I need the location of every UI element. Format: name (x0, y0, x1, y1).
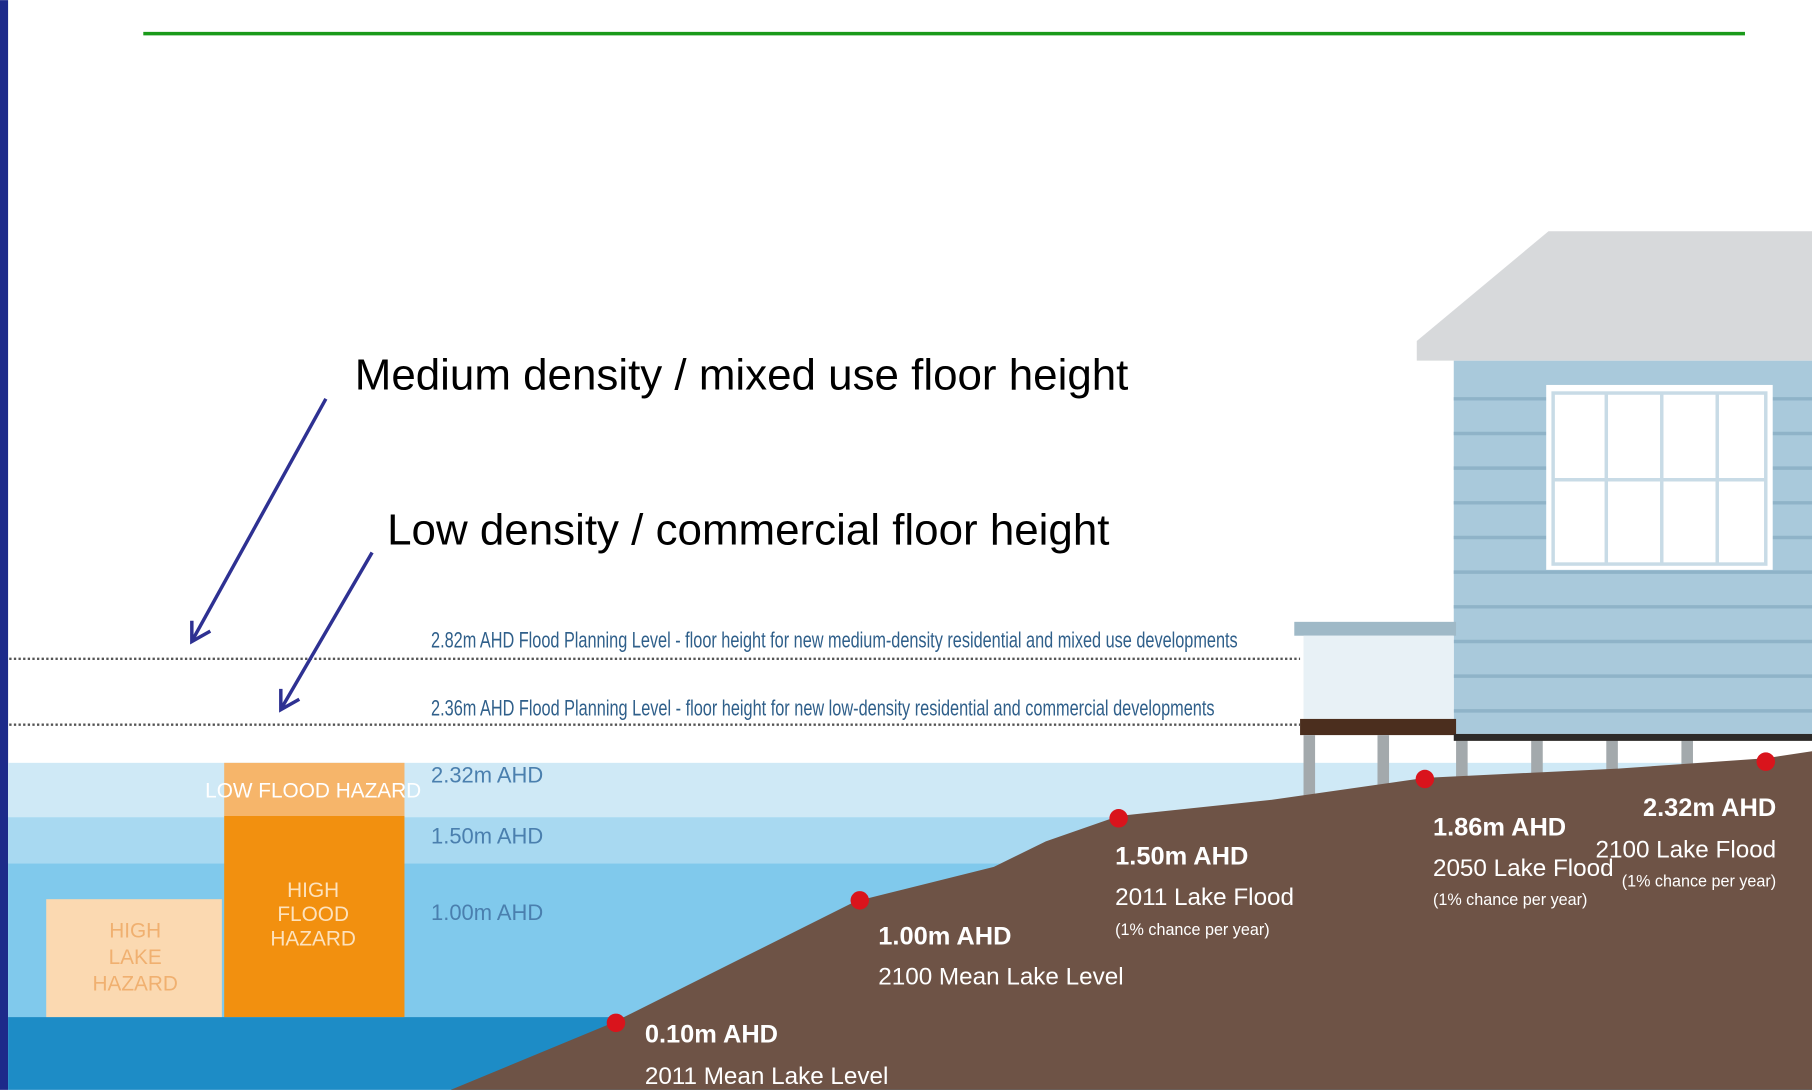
hazard-label: HAZARD (92, 972, 178, 995)
hazard-label: HAZARD (270, 927, 356, 950)
floor-line (1454, 734, 1812, 741)
marker-note: (1% chance per year) (1433, 891, 1587, 909)
marker-level: 1.86m AHD (1433, 814, 1566, 842)
left-edge (0, 0, 8, 1090)
slide: Medium density / mixed use floor height … (0, 0, 1812, 1090)
hazard-label: LOW FLOOD HAZARD (205, 780, 421, 803)
marker-label: 2100 Lake Flood (1596, 837, 1777, 864)
marker-label: 2011 Lake Flood (1115, 884, 1294, 911)
marker-label: 2100 Mean Lake Level (878, 964, 1123, 991)
hazard-label: FLOOD (277, 903, 349, 926)
planning-level: 2.82m AHD Flood Planning Level - floor h… (431, 627, 1238, 652)
marker-note: (1% chance per year) (1622, 872, 1776, 890)
marker-label: 2011 Mean Lake Level (645, 1063, 889, 1090)
hazard-label: LAKE (109, 946, 162, 969)
marker-note: (1% chance per year) (1115, 921, 1269, 939)
marker-level: 2.32m AHD (1643, 794, 1776, 822)
window (1546, 385, 1773, 570)
marker-level: 0.10m AHD (645, 1020, 778, 1048)
water-level: 2.32m AHD (431, 762, 543, 787)
annotation: Medium density / mixed use floor height (355, 351, 1129, 400)
hazard-label: HIGH (287, 879, 339, 902)
water-level: 1.50m AHD (431, 824, 543, 849)
planning-level: 2.36m AHD Flood Planning Level - floor h… (431, 695, 1215, 720)
deck-glass (1304, 636, 1454, 719)
deck-rail (1294, 622, 1456, 636)
marker-level: 1.50m AHD (1115, 843, 1248, 871)
marker-level: 1.00m AHD (878, 922, 1011, 950)
annotation: Low density / commercial floor height (387, 505, 1109, 554)
marker-label: 2050 Lake Flood (1433, 855, 1614, 882)
water-level: 1.00m AHD (431, 900, 543, 925)
deck-beam (1300, 719, 1456, 735)
hazard-label: HIGH (109, 919, 161, 942)
